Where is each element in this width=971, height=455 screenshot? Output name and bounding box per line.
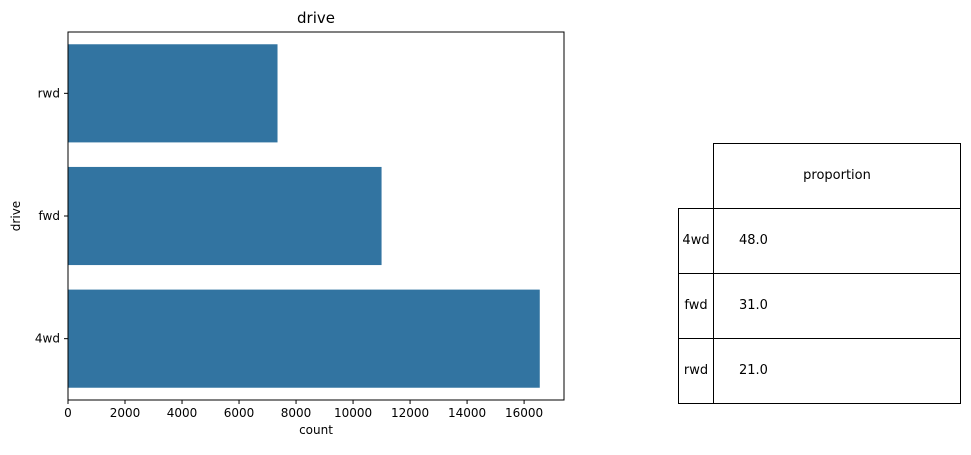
x-tick-label: 14000 [448,406,486,420]
table-cell-value: 21.0 [713,337,961,404]
table-row-index: rwd [678,337,714,404]
x-axis-label: count [299,423,333,437]
bar-4wd [68,289,540,388]
y-axis-label: drive [9,201,23,231]
chart-title: drive [297,9,335,27]
y-tick-label: rwd [38,86,60,100]
x-tick-label: 8000 [281,406,312,420]
table-row-index: 4wd [678,207,714,274]
bar-fwd [68,166,382,266]
bar-rwd [68,44,278,143]
x-tick-label: 12000 [391,406,429,420]
table-row-index: fwd [678,272,714,339]
table-row: 4wd 48.0 [678,207,961,274]
y-tick-label: fwd [39,209,60,223]
x-tick-label: 10000 [334,406,372,420]
table-cell-value: 31.0 [713,272,961,339]
y-tick-label: 4wd [35,332,60,346]
table-corner-cell [679,144,714,209]
x-tick-label: 2000 [110,406,141,420]
proportion-table: proportion 4wd 48.0 fwd 31.0 rwd 21.0 [678,143,961,404]
table-cell-value: 48.0 [713,207,961,274]
table-row: fwd 31.0 [678,272,961,339]
x-tick-label: 0 [64,406,72,420]
table-header-row: proportion [679,143,961,209]
x-tick-label: 6000 [224,406,255,420]
x-tick-label: 16000 [505,406,543,420]
table-column-header: proportion [713,143,961,209]
table-row: rwd 21.0 [678,337,961,404]
x-tick-label: 4000 [167,406,198,420]
